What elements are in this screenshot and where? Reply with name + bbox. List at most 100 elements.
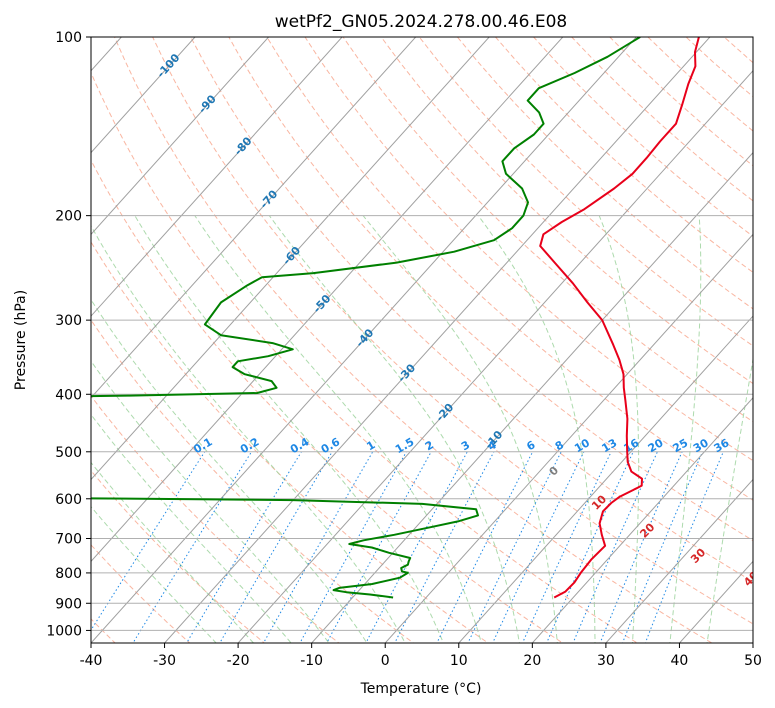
mixing-ratio-label: 2 — [423, 438, 436, 453]
isotherm-line — [605, 478, 753, 643]
moist-adiabat-line — [91, 360, 330, 643]
mixing-ratio-label: 13 — [600, 436, 620, 455]
mixing-ratio-label: 0.6 — [319, 435, 343, 456]
y-tick-label: 800 — [55, 566, 82, 582]
x-axis-label: Temperature (°C) — [360, 681, 482, 697]
isotherm-line — [752, 642, 753, 643]
x-tick-label: 40 — [671, 653, 689, 669]
isotherm-line — [163, 37, 711, 643]
mixing-ratio-label: 30 — [691, 436, 711, 455]
moist-adiabat-label: 0 — [547, 464, 562, 479]
moist-adiabat-line — [194, 215, 482, 643]
mixing-ratio-line — [546, 451, 634, 643]
isotherm-line — [678, 560, 753, 643]
dry-adiabat-line — [91, 159, 564, 643]
moist-adiabat-line — [362, 215, 558, 643]
x-tick-label: 0 — [381, 653, 390, 669]
isotherm-line — [384, 233, 753, 643]
moist-adiabat-line — [91, 461, 255, 643]
x-tick-label: -40 — [80, 653, 103, 669]
moist-adiabat-line — [669, 215, 702, 643]
x-tick-label: -10 — [300, 653, 323, 669]
dry-adiabat-line — [113, 37, 713, 643]
moist-adiabat-line — [477, 215, 596, 643]
isotherm-line — [531, 397, 753, 643]
dry-adiabat-line — [418, 37, 753, 347]
x-tick-label: 10 — [450, 653, 468, 669]
mixing-ratio-line — [436, 451, 534, 643]
dry-adiabat-line — [685, 37, 753, 98]
mixing-ratio-label: 20 — [646, 436, 666, 455]
moist-adiabat-line — [91, 224, 406, 643]
isotherm-line — [91, 37, 417, 399]
pressure-gridlines — [91, 37, 753, 631]
mixing-ratio-line — [394, 451, 495, 643]
mixing-ratio-label: 25 — [670, 436, 690, 455]
mixing-ratio-label: 1.5 — [393, 435, 416, 456]
y-tick-label: 700 — [55, 532, 82, 548]
x-tick-label: 50 — [744, 653, 762, 669]
isotherm-line — [91, 37, 196, 154]
dry-adiabat-line — [532, 37, 753, 237]
y-tick-label: 100 — [55, 30, 82, 46]
dry-adiabat-line — [380, 37, 753, 385]
y-tick-label: 600 — [55, 492, 82, 508]
isotherm-line — [458, 315, 753, 643]
mixing-ratio-line — [622, 451, 704, 643]
dry-adiabat-line — [91, 241, 489, 643]
isotherm-line — [237, 70, 753, 643]
profiles — [91, 37, 700, 599]
moist-adiabat-label: 40 — [741, 569, 761, 589]
mixing-ratio-label: 0.1 — [191, 435, 214, 456]
isotherm-line — [0, 10, 72, 655]
mixing-ratio-line — [262, 451, 374, 643]
mixing-ratio-label: 0.4 — [288, 435, 312, 456]
axis-ticks: -40 -30 -20 -10 0 10 20 30 40 5010020030040050060… — [46, 30, 762, 669]
moist-adiabat-line — [91, 298, 368, 643]
moist-adiabats — [91, 215, 753, 643]
mixing-ratio-line — [186, 451, 302, 643]
moist-adiabat-line — [91, 413, 292, 643]
temperature-profile — [539, 37, 700, 599]
moist-adiabat-line — [268, 215, 521, 643]
y-tick-label: 500 — [55, 445, 82, 461]
y-tick-label: 900 — [55, 596, 82, 612]
mixing-ratio-label: 0.2 — [238, 435, 261, 456]
mixing-ratio-label: 8 — [553, 438, 566, 453]
isotherms — [0, 10, 753, 655]
dry-adiabat-line — [609, 37, 753, 167]
mixing-ratio-label: 3 — [459, 438, 472, 453]
dewpoint-profile — [91, 37, 641, 599]
moist-adiabat-line — [134, 215, 444, 643]
dry-adiabat-line — [91, 395, 340, 643]
isotherm-line — [91, 37, 564, 563]
dry-adiabat-line — [456, 37, 753, 310]
plot-frame — [90, 36, 754, 644]
x-tick-label: 30 — [597, 653, 615, 669]
chart-title: wetPf2_GN05.2024.278.00.46.E08 — [275, 12, 567, 32]
mixing-ratio-line — [91, 451, 206, 631]
mixing-ratio-label: 36 — [712, 436, 732, 455]
isotherm-line — [91, 37, 637, 643]
dry-adiabat-line — [342, 37, 753, 423]
mixing-ratio-line — [467, 451, 562, 643]
dry-adiabat-line — [152, 37, 753, 625]
dry-adiabat-line — [723, 37, 753, 64]
isotherm-line — [91, 37, 490, 481]
x-tick-label: 20 — [523, 653, 541, 669]
moist-adiabat-line — [91, 505, 217, 643]
dry-adiabat-line — [91, 544, 191, 643]
moist-adiabat-line — [598, 215, 640, 643]
y-tick-label: 300 — [55, 313, 82, 329]
mixing-ratio-label: 1 — [364, 438, 377, 453]
x-tick-label: -30 — [153, 653, 176, 669]
isotherm-line — [91, 37, 270, 236]
x-tick-label: -20 — [227, 653, 250, 669]
y-tick-label: 200 — [55, 209, 82, 225]
y-tick-label: 400 — [55, 387, 82, 403]
mixing-ratio-lines — [91, 451, 724, 643]
dry-adiabat-line — [266, 37, 753, 501]
isotherm-line — [311, 151, 753, 643]
y-tick-label: 1000 — [46, 623, 82, 639]
